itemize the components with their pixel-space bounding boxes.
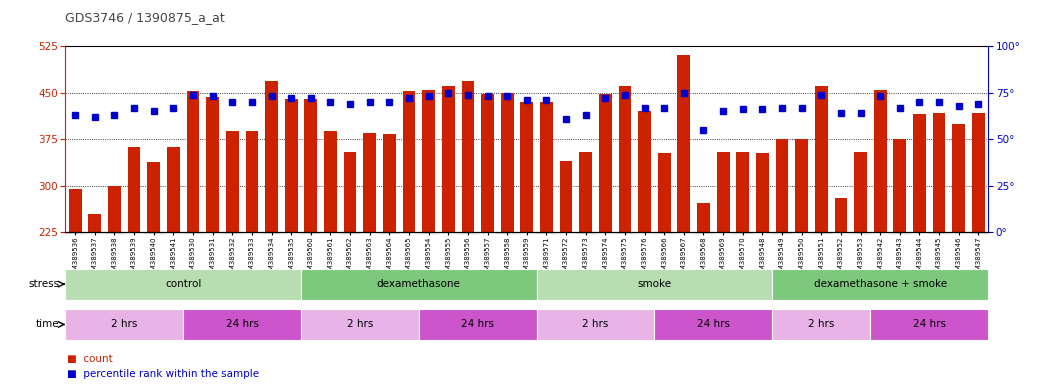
Bar — [756, 154, 769, 232]
Bar — [913, 114, 926, 232]
Bar — [418, 309, 537, 340]
Bar — [559, 161, 572, 232]
Bar — [654, 309, 772, 340]
Bar — [698, 203, 710, 232]
Bar — [246, 131, 258, 232]
Text: stress: stress — [28, 279, 59, 289]
Bar — [301, 269, 537, 300]
Bar — [972, 113, 985, 232]
Bar — [265, 81, 278, 232]
Bar — [736, 152, 749, 232]
Bar — [304, 99, 318, 232]
Text: 2 hrs: 2 hrs — [809, 319, 835, 329]
Bar — [69, 189, 82, 232]
Bar — [835, 198, 847, 232]
Bar — [520, 102, 534, 232]
Bar — [183, 309, 301, 340]
Bar — [871, 309, 988, 340]
Bar — [894, 139, 906, 232]
Text: dexamethasone + smoke: dexamethasone + smoke — [814, 279, 947, 289]
Bar — [65, 309, 183, 340]
Text: GDS3746 / 1390875_a_at: GDS3746 / 1390875_a_at — [65, 12, 225, 25]
Bar — [933, 113, 946, 232]
Bar — [284, 99, 298, 232]
Bar — [772, 269, 988, 300]
Bar — [540, 102, 553, 232]
Text: 24 hrs: 24 hrs — [912, 319, 946, 329]
Bar — [108, 186, 120, 232]
Text: 2 hrs: 2 hrs — [111, 319, 137, 329]
Bar — [128, 147, 140, 232]
Bar — [874, 89, 886, 232]
Bar — [854, 152, 867, 232]
Text: ■  percentile rank within the sample: ■ percentile rank within the sample — [67, 369, 260, 379]
Bar — [226, 131, 239, 232]
Text: 2 hrs: 2 hrs — [347, 319, 373, 329]
Bar — [187, 91, 199, 232]
Bar — [403, 91, 415, 232]
Text: dexamethasone: dexamethasone — [377, 279, 461, 289]
Text: time: time — [35, 319, 59, 329]
Bar — [65, 269, 301, 300]
Bar — [717, 152, 730, 232]
Text: smoke: smoke — [637, 279, 672, 289]
Bar — [815, 86, 827, 232]
Bar — [88, 214, 102, 232]
Bar — [482, 94, 494, 232]
Bar — [952, 124, 965, 232]
Bar — [344, 152, 356, 232]
Bar — [422, 89, 435, 232]
Bar — [207, 97, 219, 232]
Bar — [619, 86, 631, 232]
Bar — [147, 162, 160, 232]
Bar — [537, 269, 772, 300]
Bar — [167, 147, 180, 232]
Bar — [462, 81, 474, 232]
Bar — [442, 86, 455, 232]
Bar — [383, 134, 395, 232]
Bar — [775, 139, 789, 232]
Text: 24 hrs: 24 hrs — [696, 319, 730, 329]
Bar — [500, 93, 514, 232]
Bar — [678, 55, 690, 232]
Bar — [599, 94, 611, 232]
Text: control: control — [165, 279, 201, 289]
Bar — [772, 309, 871, 340]
Bar — [658, 154, 671, 232]
Bar — [537, 309, 654, 340]
Bar — [638, 111, 651, 232]
Text: 24 hrs: 24 hrs — [461, 319, 494, 329]
Text: 2 hrs: 2 hrs — [582, 319, 608, 329]
Text: 24 hrs: 24 hrs — [225, 319, 258, 329]
Bar — [301, 309, 418, 340]
Text: ■  count: ■ count — [67, 354, 113, 364]
Bar — [579, 152, 592, 232]
Bar — [795, 139, 808, 232]
Bar — [363, 133, 376, 232]
Bar — [324, 131, 336, 232]
